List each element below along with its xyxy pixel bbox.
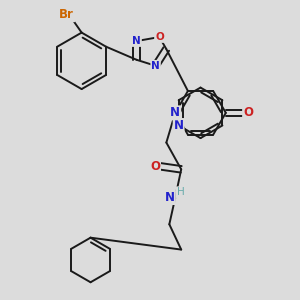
Text: N: N xyxy=(151,61,160,71)
Text: Br: Br xyxy=(59,8,74,21)
Text: N: N xyxy=(170,106,180,119)
Text: H: H xyxy=(177,187,184,197)
Text: N: N xyxy=(174,119,184,132)
Text: O: O xyxy=(155,32,164,42)
Text: O: O xyxy=(243,106,253,119)
Text: N: N xyxy=(165,191,175,204)
Text: O: O xyxy=(150,160,160,173)
Text: N: N xyxy=(132,36,141,46)
